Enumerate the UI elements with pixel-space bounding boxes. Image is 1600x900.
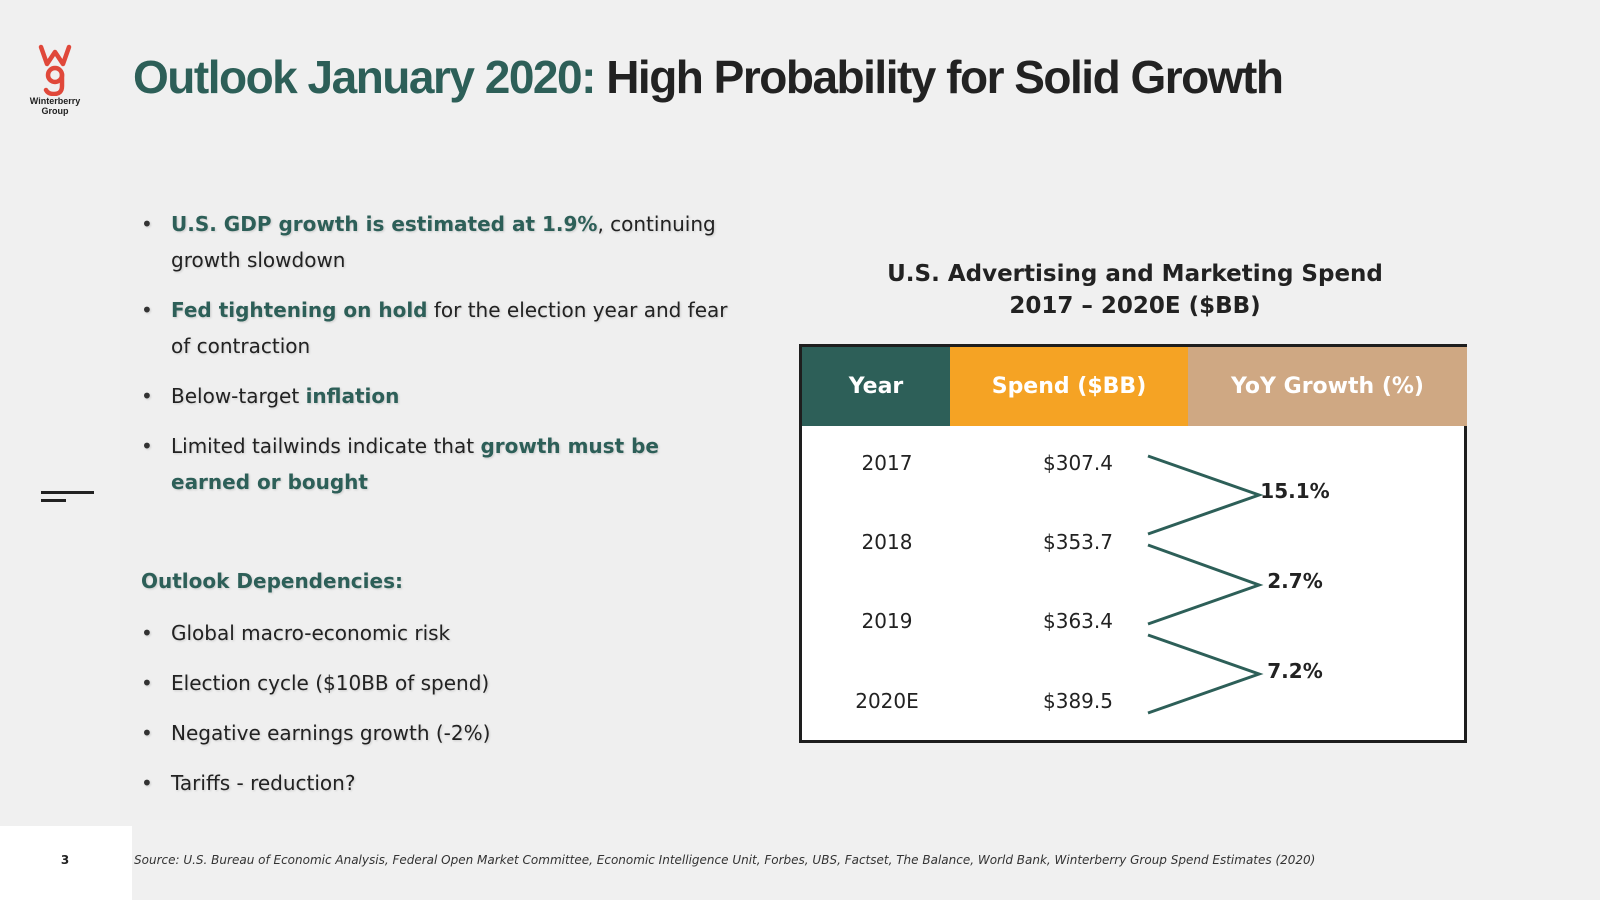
dependency-item: Election cycle ($10BB of spend) [141,665,741,701]
growth-cell: 7.2% [1267,659,1323,683]
bullet-inflation-bold: inflation [305,384,400,408]
header-year: Year [802,347,950,426]
page-number: 3 [60,853,70,867]
bullet-gdp-bold: U.S. GDP growth is estimated at 1.9% [171,212,598,236]
chart-title-line1: U.S. Advertising and Marketing Spend [887,261,1383,287]
spend-cell: $363.4 [1043,609,1113,633]
title-main: High Probability for Solid Growth [606,51,1284,103]
outlook-bullets: U.S. GDP growth is estimated at 1.9%, co… [141,206,741,500]
wg-logo-icon [38,44,72,96]
page-title: Outlook January 2020: High Probability f… [133,50,1284,104]
dependency-item: Tariffs - reduction? [141,765,741,801]
spend-table: Year Spend ($BB) YoY Growth (%) 2017 $30… [799,344,1467,743]
dependency-item: Negative earnings growth (-2%) [141,715,741,751]
bullet-inflation-text: Below-target [171,384,306,408]
bullet-fed: Fed tightening on hold for the election … [141,292,741,364]
spend-cell: $307.4 [1043,451,1113,475]
year-cell: 2017 [861,451,913,475]
decor-line-long [41,491,94,494]
bullet-tailwinds: Limited tailwinds indicate that growth m… [141,428,741,500]
dependencies-list: Global macro-economic risk Election cycl… [141,615,741,801]
growth-arrow [1147,633,1264,715]
bullet-tailwinds-text: Limited tailwinds indicate that [171,434,481,458]
bullet-tailwinds-bold: growth must be earned or bought [171,434,659,494]
year-cell: 2019 [861,609,913,633]
year-cell: 2020E [855,689,919,713]
side-decoration [41,491,94,507]
header-spend: Spend ($BB) [950,347,1188,426]
page-number-box: 3 [0,826,132,900]
logo-name-line1: Winterberry [29,96,81,106]
bullet-gdp-text: , continuing growth slowdown [171,212,716,272]
spend-cell: $353.7 [1043,530,1113,554]
dependency-item: Global macro-economic risk [141,615,741,651]
year-cell: 2018 [861,530,913,554]
title-highlight: Outlook January 2020: [133,51,596,103]
bullet-inflation: Below-target inflation [141,378,741,414]
chart-title: U.S. Advertising and Marketing Spend 201… [800,258,1470,322]
growth-cell: 15.1% [1260,479,1330,503]
growth-arrows [1147,454,1264,715]
spend-cell: $389.5 [1043,689,1113,713]
growth-arrow [1147,543,1264,626]
decor-line-short [41,499,66,502]
source-note: Source: U.S. Bureau of Economic Analysis… [134,853,1316,867]
header-growth: YoY Growth (%) [1188,347,1467,426]
dependencies-heading: Outlook Dependencies: [141,569,403,593]
bullet-fed-text: for the election year and fear of contra… [171,298,728,358]
company-logo: Winterberry Group [20,44,90,116]
logo-name-line2: Group [41,106,69,116]
growth-arrow [1147,454,1264,536]
bullet-fed-bold: Fed tightening on hold [171,298,428,322]
bullet-gdp: U.S. GDP growth is estimated at 1.9%, co… [141,206,741,278]
chart-title-line2: 2017 – 2020E ($BB) [1009,293,1261,319]
growth-cell: 2.7% [1267,569,1323,593]
